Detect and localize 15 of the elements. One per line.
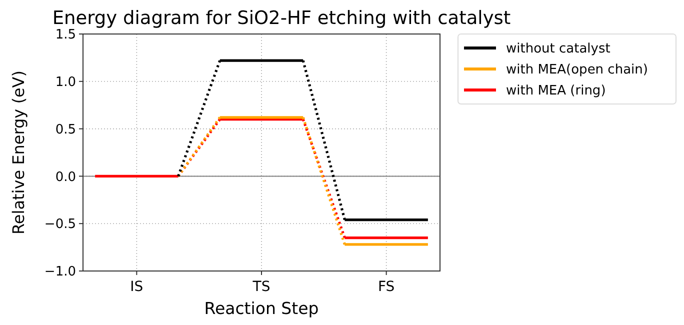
chart-title: Energy diagram for SiO2-HF etching with catalyst [52,8,511,29]
y-axis-title: Relative Energy (eV) [9,70,28,234]
y-tick-label: 1.0 [55,74,76,90]
x-tick-label: TS [252,279,270,295]
y-tick-label: 0.0 [55,170,76,185]
legend-label: with MEA (ring) [506,84,606,99]
y-tick-label: −0.5 [44,217,76,232]
x-axis-title: Reaction Step [204,299,319,318]
y-tick-label: 1.5 [55,28,76,43]
x-tick-label: IS [130,279,144,295]
y-tick-label: −1.0 [44,264,76,280]
legend-label: with MEA(open chain) [506,62,648,78]
legend-label: without catalyst [506,42,610,57]
y-tick-label: 0.5 [55,122,76,138]
x-tick-label: FS [378,279,395,295]
